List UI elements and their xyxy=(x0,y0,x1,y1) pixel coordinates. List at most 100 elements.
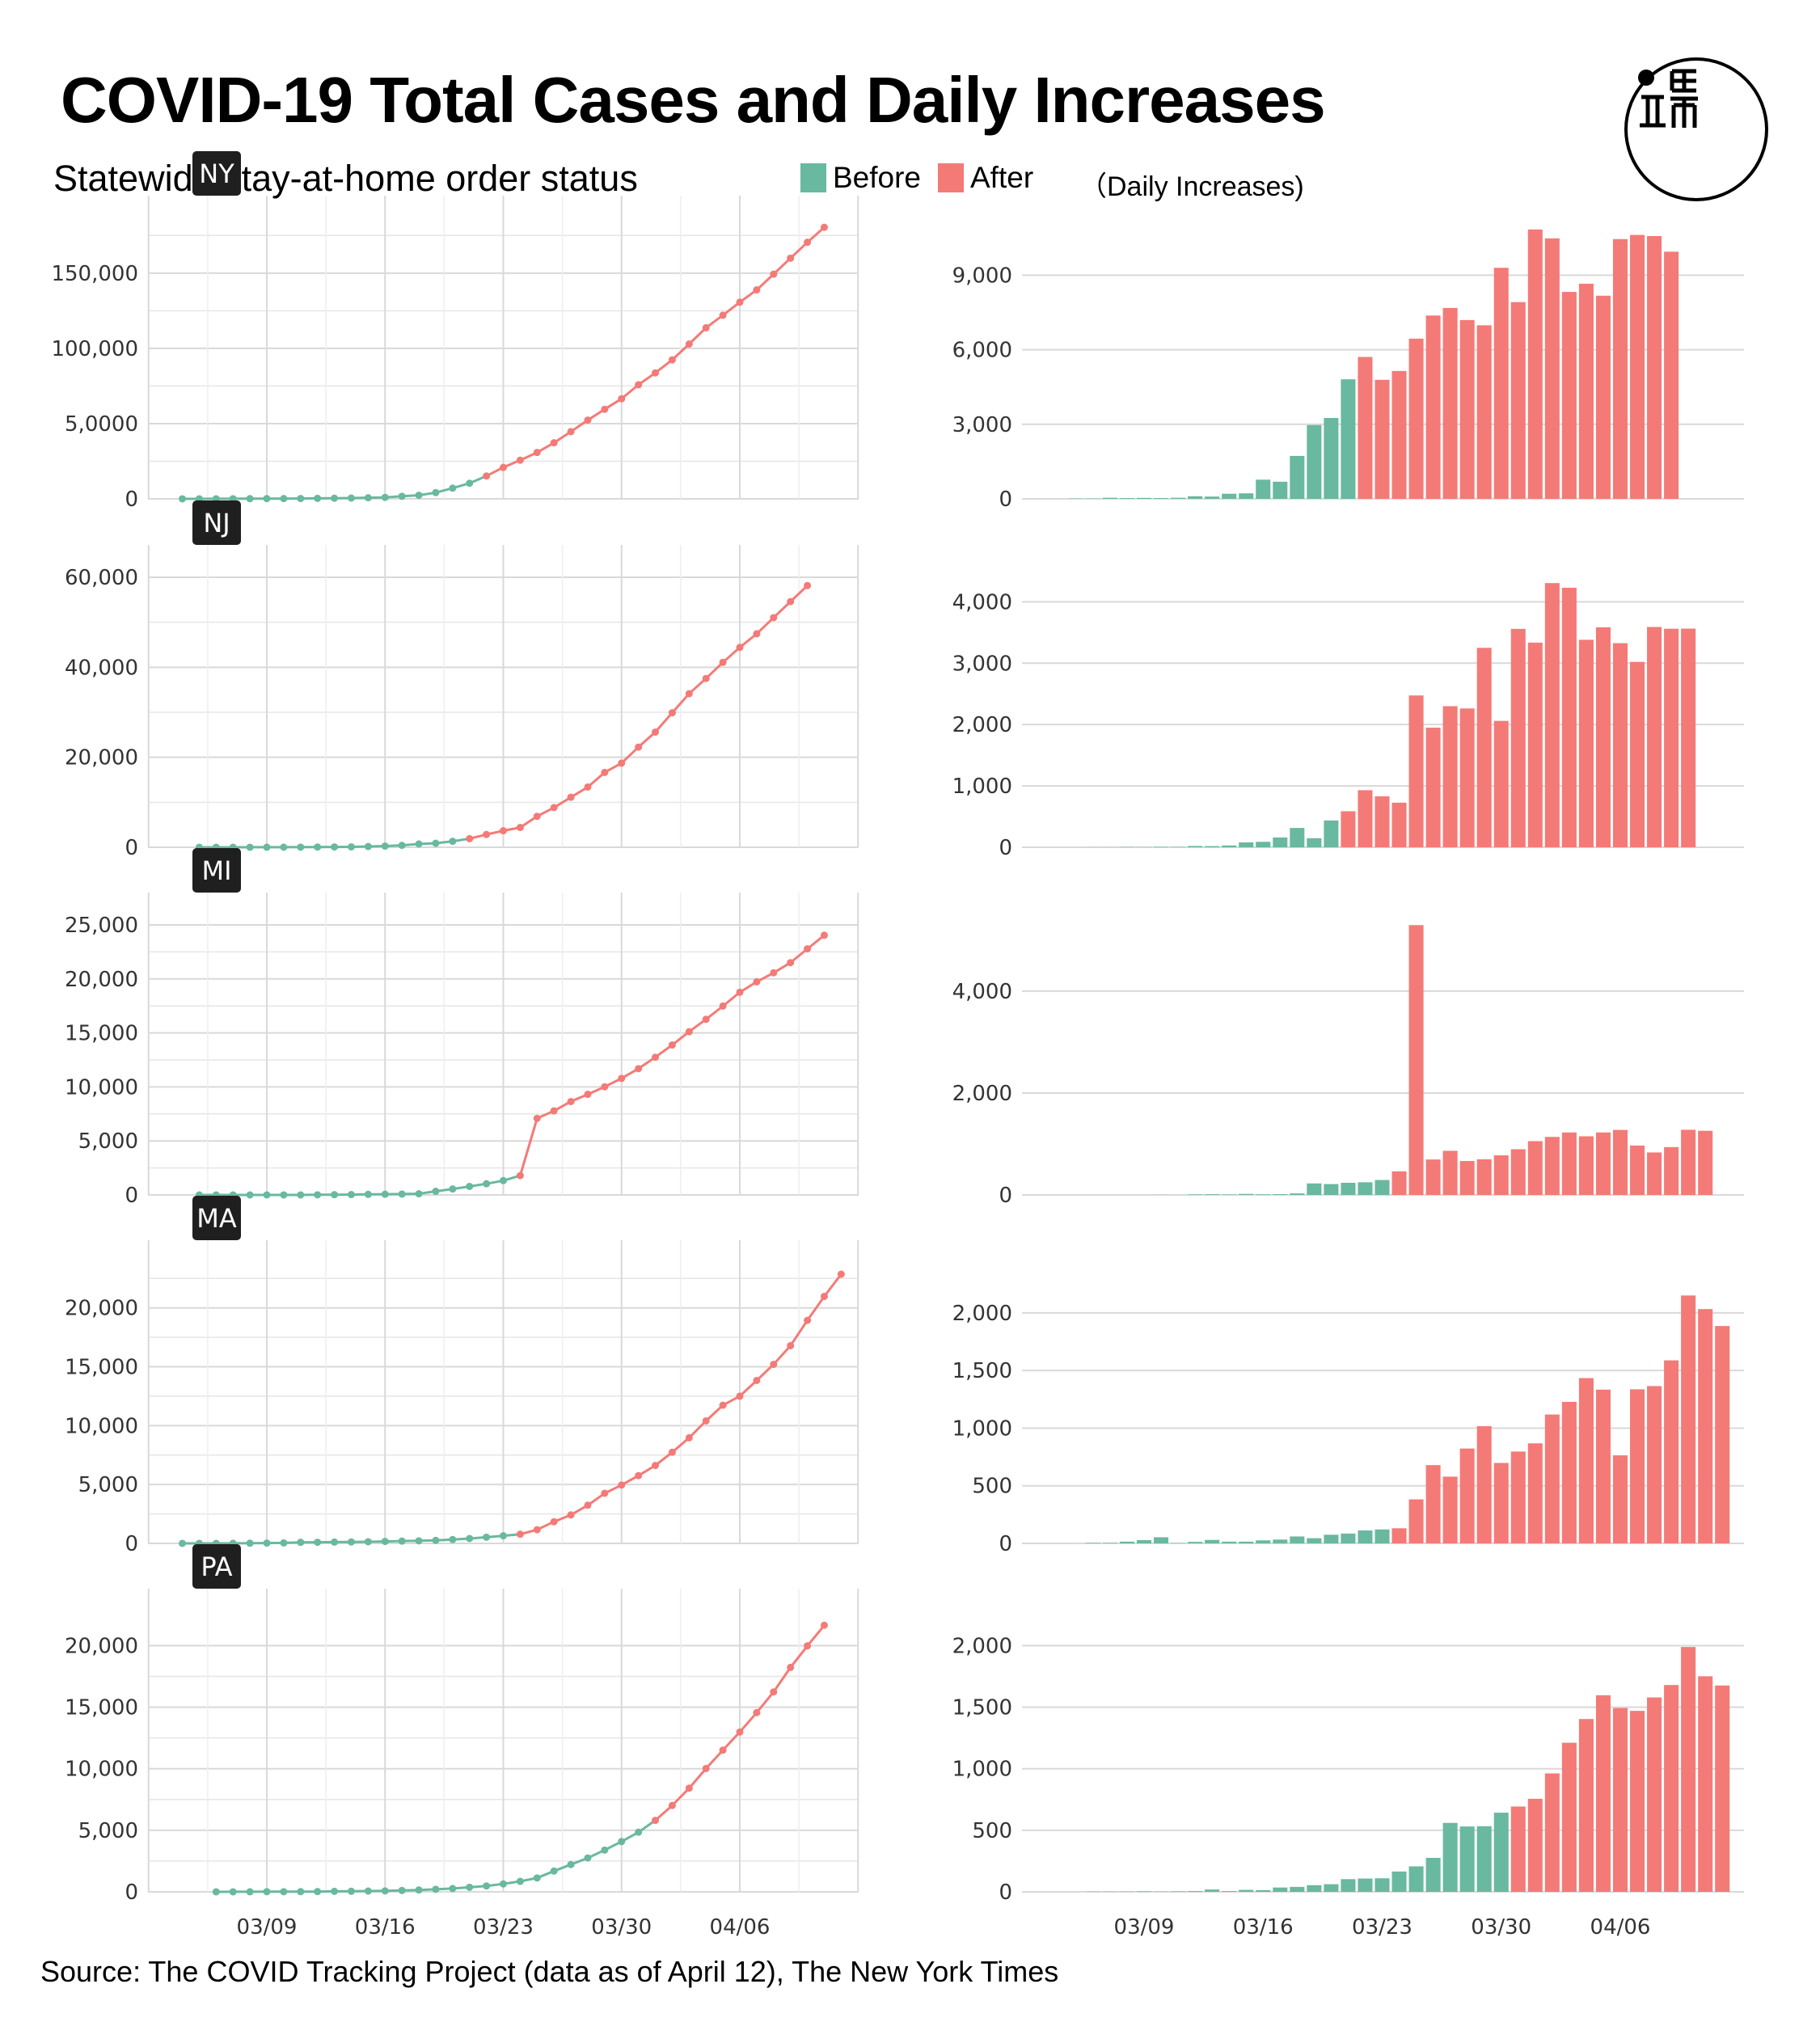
data-point xyxy=(770,270,778,278)
data-bar xyxy=(1341,1879,1356,1892)
state-tag-bg xyxy=(192,1544,241,1589)
data-bar xyxy=(1239,842,1254,847)
data-point xyxy=(331,1538,339,1546)
data-point xyxy=(415,840,423,848)
data-bar xyxy=(1715,1685,1730,1892)
data-bar xyxy=(1119,1541,1134,1543)
data-point xyxy=(314,1539,322,1547)
data-bar xyxy=(1358,357,1373,499)
data-bar xyxy=(1698,1309,1713,1543)
data-point xyxy=(280,843,288,851)
legend-swatch-after xyxy=(938,163,964,192)
data-bar xyxy=(1442,1150,1458,1195)
data-bar xyxy=(1647,627,1662,847)
data-bar xyxy=(1510,302,1526,499)
data-bar xyxy=(1205,1539,1220,1543)
data-point xyxy=(297,843,305,851)
data-point xyxy=(837,1270,845,1278)
data-bar xyxy=(1154,1537,1169,1543)
data-point xyxy=(398,1886,406,1894)
data-point xyxy=(567,1097,575,1105)
y-tick-label: 0 xyxy=(999,488,1012,512)
data-bar xyxy=(1425,1159,1441,1195)
data-bar xyxy=(1493,1813,1509,1892)
data-point xyxy=(584,1854,592,1862)
data-bar xyxy=(1324,417,1339,499)
data-bar xyxy=(1561,1132,1577,1195)
data-point xyxy=(500,1532,507,1540)
data-bar xyxy=(1324,820,1339,847)
series-line-after xyxy=(518,934,826,1176)
y-tick-label: 150,000 xyxy=(51,262,138,286)
data-bar xyxy=(1527,1798,1543,1892)
y-tick-label: 2,000 xyxy=(952,1634,1012,1658)
data-bar xyxy=(1595,1132,1611,1195)
data-bar xyxy=(1578,283,1594,499)
data-bar xyxy=(1664,1146,1679,1195)
data-point xyxy=(702,1764,710,1772)
data-bar xyxy=(1273,1194,1288,1195)
data-bar xyxy=(1561,1401,1577,1543)
data-bar xyxy=(1595,627,1611,847)
data-point xyxy=(753,1708,761,1716)
data-bar xyxy=(1222,845,1237,847)
data-bar xyxy=(1358,1182,1373,1195)
data-bar xyxy=(1256,1540,1271,1543)
data-point xyxy=(483,1882,491,1890)
data-bar xyxy=(1205,1194,1220,1195)
legend-item-after: After xyxy=(938,158,1033,198)
data-bar xyxy=(1205,496,1220,499)
data-bar xyxy=(1358,790,1373,847)
y-tick-label: 10,000 xyxy=(65,1414,138,1438)
data-bar xyxy=(1630,1711,1645,1892)
y-tick-label: 0 xyxy=(999,1184,1012,1208)
data-point xyxy=(347,1191,355,1199)
data-bar xyxy=(1595,1695,1611,1892)
chart-subtitle: Statewide stay-at-home order status xyxy=(53,158,638,199)
data-point xyxy=(466,479,474,488)
data-bar xyxy=(1681,628,1696,847)
state-tag-label: MI xyxy=(201,855,231,886)
data-point xyxy=(719,1002,727,1010)
data-point xyxy=(364,1190,372,1198)
data-point xyxy=(820,223,828,231)
data-bar xyxy=(1630,234,1645,499)
data-point xyxy=(702,1416,710,1425)
data-point xyxy=(770,1361,778,1369)
data-bar xyxy=(1341,1533,1356,1543)
y-tick-label: 40,000 xyxy=(65,656,138,680)
data-bar xyxy=(1307,838,1322,847)
data-bar xyxy=(1290,1193,1305,1195)
data-bar xyxy=(1476,648,1492,847)
data-point xyxy=(432,1536,440,1544)
data-point xyxy=(635,1471,643,1480)
data-point xyxy=(398,1537,406,1545)
bar-chart-ma: 0 500 1,000 1,500 2,000 xyxy=(952,1295,1744,1556)
data-point xyxy=(635,1065,643,1073)
data-bar xyxy=(1493,720,1509,847)
data-point xyxy=(381,1887,389,1895)
data-point xyxy=(415,1886,423,1894)
data-point xyxy=(533,1526,541,1534)
data-point xyxy=(719,1746,727,1754)
data-bar xyxy=(1561,292,1577,499)
data-point xyxy=(601,405,609,413)
data-bar xyxy=(1442,307,1458,499)
data-point xyxy=(787,1341,795,1349)
data-bar xyxy=(1239,1193,1254,1195)
x-tick-label: 03/16 xyxy=(355,1915,416,1940)
data-bar xyxy=(1375,1180,1390,1195)
data-point xyxy=(685,340,693,348)
data-point xyxy=(398,842,406,850)
data-point xyxy=(736,298,744,306)
data-bar xyxy=(1561,1742,1577,1892)
data-bar xyxy=(1544,1137,1560,1195)
data-point xyxy=(533,1874,541,1882)
y-tick-label: 0 xyxy=(125,488,138,512)
data-point xyxy=(685,1028,693,1036)
data-bar xyxy=(1493,268,1509,499)
data-point xyxy=(331,843,339,851)
data-point xyxy=(753,286,761,294)
data-bar xyxy=(1391,802,1407,847)
data-bar xyxy=(1290,1536,1305,1543)
